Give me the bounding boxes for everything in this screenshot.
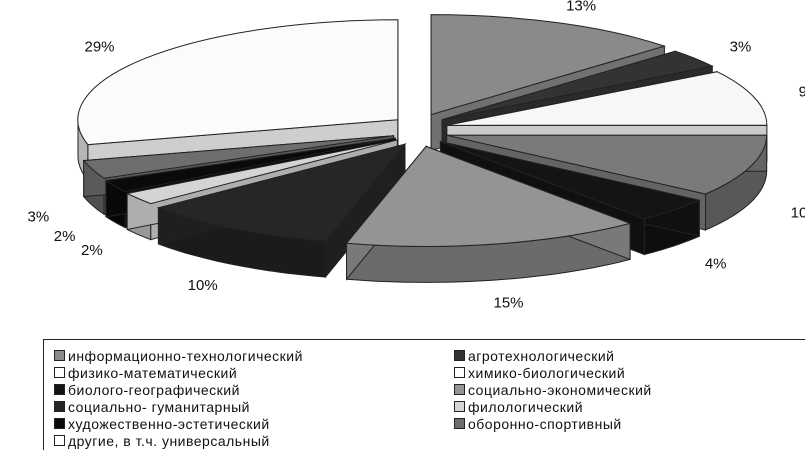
legend-item-soc-econ: социально-экономический bbox=[454, 381, 784, 398]
legend-swatch-other bbox=[54, 435, 65, 446]
legend-item-art: художественно-эстетический bbox=[54, 415, 454, 432]
legend-label-defense: оборонно-спортивный bbox=[468, 415, 622, 432]
data-label-10: 29% bbox=[84, 38, 114, 55]
legend-label-phys-math: физико-математический bbox=[68, 364, 238, 381]
data-label-2: 9% bbox=[799, 83, 805, 100]
legend-item-philology: филологический bbox=[454, 398, 784, 415]
pie-slice-top-9 bbox=[82, 135, 394, 179]
pie-slice-top-7 bbox=[125, 139, 398, 205]
legend-swatch-soc-econ bbox=[454, 384, 465, 395]
legend-label-chem-bio: химико-биологический bbox=[468, 364, 626, 381]
data-label-9: 3% bbox=[28, 209, 50, 226]
legend: информационно-технологический агротехнол… bbox=[43, 339, 805, 450]
legend-item-other: другие, в т.ч. универсальный bbox=[54, 432, 454, 449]
pie-slice-top-4 bbox=[440, 141, 701, 220]
data-label-1: 3% bbox=[730, 38, 752, 55]
data-label-3: 10% bbox=[791, 205, 805, 222]
legend-label-agro: агротехнологический bbox=[468, 347, 615, 364]
legend-item-soc-hum: социально- гуманитарный bbox=[54, 398, 454, 415]
legend-swatch-art bbox=[54, 418, 65, 429]
legend-item-phys-math: физико-математический bbox=[54, 364, 454, 381]
pie-slice-top-6 bbox=[156, 143, 407, 242]
data-label-4: 4% bbox=[705, 255, 727, 272]
legend-label-other: другие, в т.ч. универсальный bbox=[68, 432, 270, 449]
pie-slice-top-10 bbox=[77, 19, 399, 146]
pie-slice-top-2 bbox=[446, 71, 768, 126]
legend-swatch-chem-bio bbox=[454, 367, 465, 378]
data-label-5: 15% bbox=[493, 295, 523, 312]
legend-item-bio-geo: биолого-географический bbox=[54, 381, 454, 398]
legend-swatch-bio-geo bbox=[54, 384, 65, 395]
legend-swatch-agro bbox=[454, 350, 465, 361]
legend-swatch-philology bbox=[454, 401, 465, 412]
legend-item-chem-bio: химико-биологический bbox=[454, 364, 784, 381]
legend-label-soc-hum: социально- гуманитарный bbox=[68, 398, 250, 415]
pie-slice-top-0 bbox=[430, 14, 667, 116]
legend-label-soc-econ: социально-экономический bbox=[468, 381, 652, 398]
legend-label-bio-geo: биолого-географический bbox=[68, 381, 240, 398]
data-label-6: 10% bbox=[188, 277, 218, 294]
pie-slice-top-3 bbox=[446, 134, 768, 195]
pie-slice-6 bbox=[156, 142, 407, 279]
legend-swatch-soc-hum bbox=[54, 401, 65, 412]
pie-chart: 13%3%9%10%4%15%10%2%2%3%29% bbox=[28, 0, 805, 312]
legend-swatch-info-tech bbox=[54, 350, 65, 361]
legend-swatch-defense bbox=[454, 418, 465, 429]
pie-slice-top-8 bbox=[104, 137, 396, 193]
legend-grid: информационно-технологический агротехнол… bbox=[54, 347, 784, 449]
pie-slice-top-1 bbox=[441, 50, 714, 121]
legend-label-art: художественно-эстетический bbox=[68, 415, 270, 432]
data-label-0: 13% bbox=[566, 0, 596, 14]
legend-label-philology: филологический bbox=[468, 398, 584, 415]
legend-swatch-phys-math bbox=[54, 367, 65, 378]
pie-slice-5 bbox=[345, 144, 632, 283]
legend-item-agro: агротехнологический bbox=[454, 347, 784, 364]
legend-item-info-tech: информационно-технологический bbox=[54, 347, 454, 364]
data-label-7: 2% bbox=[81, 242, 103, 259]
data-label-8: 2% bbox=[54, 228, 76, 245]
legend-item-defense: оборонно-спортивный bbox=[454, 415, 784, 432]
legend-label-info-tech: информационно-технологический bbox=[68, 347, 303, 364]
pie-slice-top-5 bbox=[345, 145, 632, 247]
